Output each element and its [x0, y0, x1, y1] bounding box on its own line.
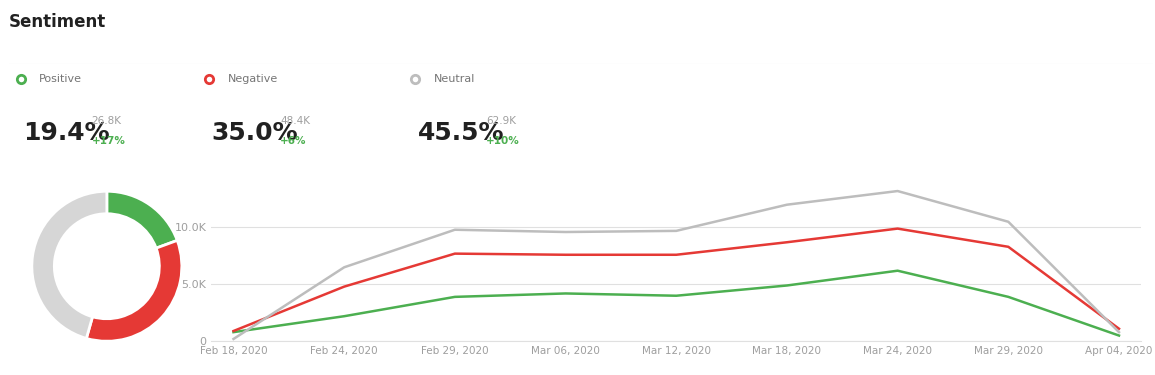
Text: 19.4%: 19.4%: [23, 121, 110, 145]
Text: Sentiment: Sentiment: [9, 13, 106, 31]
Wedge shape: [87, 240, 181, 341]
Text: 48.4K: 48.4K: [281, 117, 311, 126]
Wedge shape: [106, 191, 177, 248]
Text: 62.9K: 62.9K: [486, 117, 516, 126]
Text: +6%: +6%: [281, 136, 307, 146]
Text: 35.0%: 35.0%: [211, 121, 298, 145]
Text: Neutral: Neutral: [433, 74, 475, 84]
Text: +17%: +17%: [91, 136, 126, 146]
Text: Negative: Negative: [228, 74, 278, 84]
Text: 26.8K: 26.8K: [91, 117, 121, 126]
Text: Positive: Positive: [39, 74, 82, 84]
Wedge shape: [32, 191, 106, 338]
Text: +10%: +10%: [486, 136, 520, 146]
Text: 45.5%: 45.5%: [417, 121, 504, 145]
